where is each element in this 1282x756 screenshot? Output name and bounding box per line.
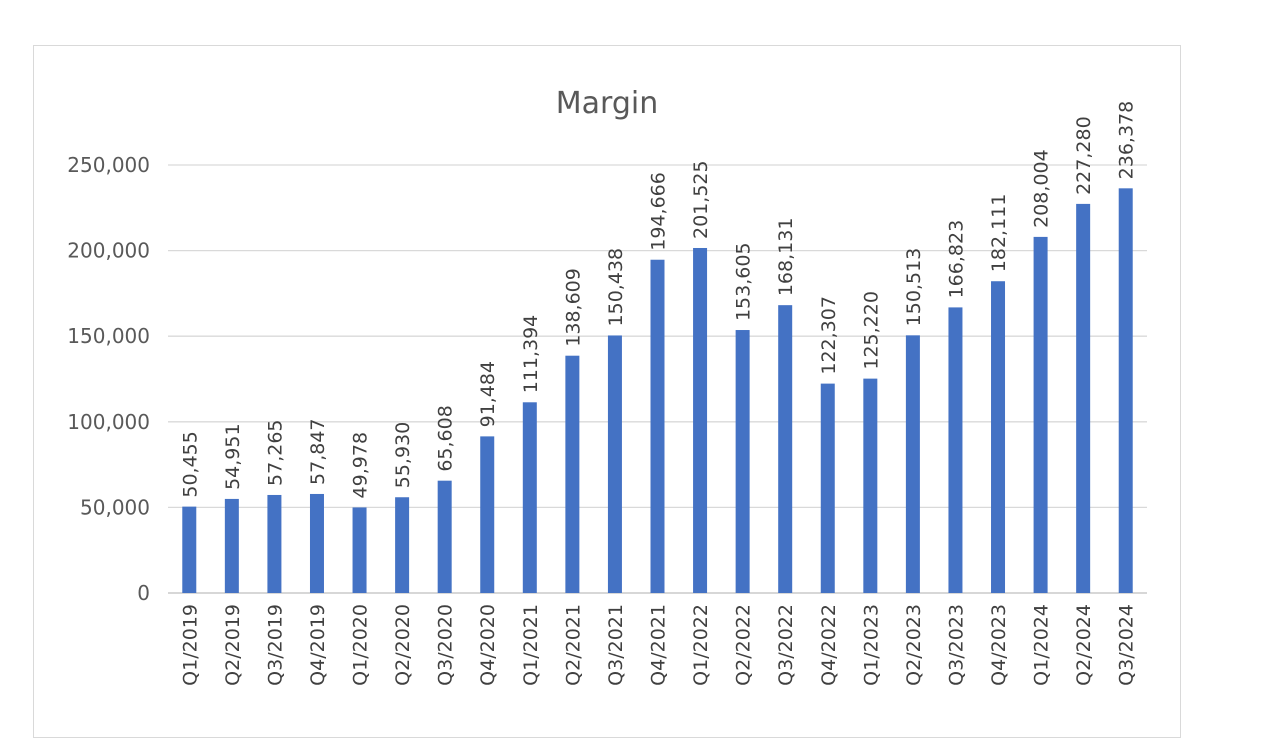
chart-area [33, 45, 1181, 738]
x-axis-categories: Q1/2019 Q2/2019 Q3/2019 Q4/2019 Q1/2020 Q2/20… [179, 604, 1137, 686]
data-label: 208,004 [1031, 149, 1053, 228]
y-tick-label: 150,000 [67, 324, 150, 348]
x-tick-label: Q2/2019 [222, 604, 244, 686]
bar [820, 383, 835, 593]
data-label: 168,131 [775, 218, 797, 297]
x-tick-label: Q1/2023 [860, 604, 882, 686]
x-tick-label: Q4/2021 [648, 604, 670, 686]
bars [182, 188, 1133, 593]
x-tick-label: Q1/2020 [350, 604, 372, 686]
bar [948, 307, 963, 593]
y-tick-label: 200,000 [67, 239, 150, 263]
data-label: 65,608 [435, 405, 457, 471]
data-labels: 50,455 54,951 57,265 57,847 49,978 55,930 65,6… [179, 101, 1137, 499]
x-tick-label: Q3/2019 [264, 604, 286, 686]
x-tick-label: Q4/2019 [307, 604, 329, 686]
data-label: 153,605 [733, 242, 755, 321]
x-tick-label: Q1/2021 [520, 604, 542, 686]
bar [693, 247, 708, 593]
x-tick-label: Q4/2020 [477, 604, 499, 686]
data-label: 125,220 [860, 291, 882, 370]
y-axis-ticks: 0 50,000 100,000 150,000 200,000 250,000 [67, 153, 150, 605]
x-tick-label: Q3/2020 [435, 604, 457, 686]
data-label: 194,666 [648, 172, 670, 251]
bar [991, 281, 1006, 593]
bar [1033, 236, 1048, 593]
data-label: 55,930 [392, 422, 414, 488]
x-tick-label: Q2/2024 [1073, 604, 1095, 686]
chart-title: Margin [556, 86, 658, 121]
x-tick-label: Q3/2022 [775, 604, 797, 686]
data-label: 227,280 [1073, 116, 1095, 195]
bar [565, 355, 580, 593]
data-label: 138,609 [562, 268, 584, 347]
data-label: 111,394 [520, 315, 542, 394]
data-label: 49,978 [350, 432, 372, 498]
bar [1118, 188, 1133, 593]
x-tick-label: Q4/2023 [988, 604, 1010, 686]
x-tick-label: Q1/2024 [1031, 604, 1053, 686]
bar [607, 335, 622, 593]
bar [224, 498, 239, 593]
y-tick-label: 50,000 [80, 495, 150, 519]
bar [309, 493, 324, 593]
bar [863, 378, 878, 593]
data-label: 166,823 [945, 220, 967, 299]
bar [735, 330, 750, 593]
bar [395, 497, 410, 593]
bar [1076, 203, 1091, 593]
y-tick-label: 0 [137, 581, 150, 605]
x-tick-label: Q3/2021 [605, 604, 627, 686]
bar [522, 402, 537, 593]
bar [778, 305, 793, 593]
bar [437, 480, 452, 593]
bar [650, 259, 665, 593]
x-tick-label: Q2/2022 [733, 604, 755, 686]
x-tick-label: Q3/2024 [1116, 604, 1138, 686]
x-tick-label: Q3/2023 [945, 604, 967, 686]
data-label: 236,378 [1116, 101, 1138, 180]
x-tick-label: Q2/2023 [903, 604, 925, 686]
data-label: 150,513 [903, 248, 925, 327]
data-label: 57,265 [264, 419, 286, 485]
data-label: 182,111 [988, 194, 1010, 273]
bar [480, 436, 495, 593]
x-tick-label: Q2/2021 [562, 604, 584, 686]
gridlines [168, 164, 1147, 594]
data-label: 122,307 [818, 296, 840, 375]
data-label: 91,484 [477, 361, 499, 427]
data-label: 150,438 [605, 248, 627, 327]
data-label: 201,525 [690, 160, 712, 239]
x-tick-label: Q2/2020 [392, 604, 414, 686]
y-tick-label: 250,000 [67, 153, 150, 177]
y-tick-label: 100,000 [67, 410, 150, 434]
bar [905, 335, 920, 593]
bar [182, 506, 197, 593]
data-label: 54,951 [222, 423, 244, 489]
x-tick-label: Q4/2022 [818, 604, 840, 686]
bar [352, 507, 367, 593]
x-tick-label: Q1/2019 [179, 604, 201, 686]
bar [267, 494, 282, 593]
data-label: 57,847 [307, 418, 329, 484]
data-label: 50,455 [179, 431, 201, 497]
x-tick-label: Q1/2022 [690, 604, 712, 686]
